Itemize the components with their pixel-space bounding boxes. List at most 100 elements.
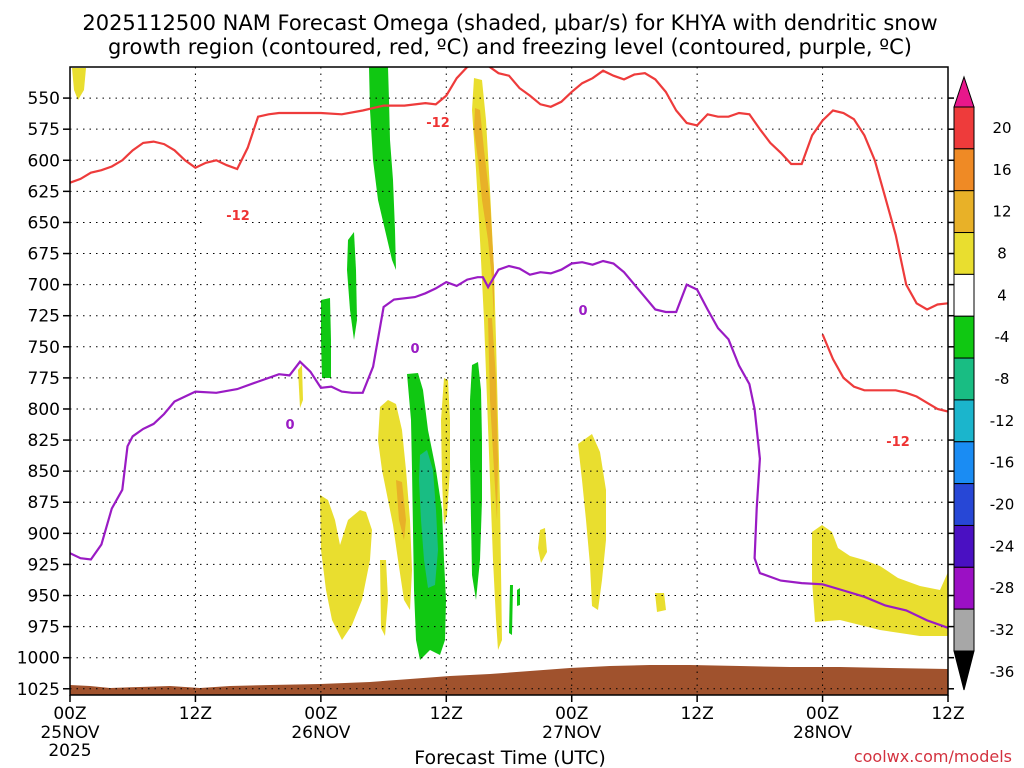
colorbar-swatch <box>953 106 975 150</box>
omega-area-green-b <box>321 298 331 378</box>
omega-area-yellow-right-a <box>578 434 606 610</box>
colorbar-swatch <box>953 315 975 359</box>
y-tick-label: 975 <box>28 618 60 638</box>
x-tick-date-label: 26NOV <box>291 723 350 743</box>
y-tick-label: 650 <box>28 213 60 233</box>
purple-contour-label-2: 0 <box>410 342 419 357</box>
vertical-gridlines <box>194 67 824 695</box>
colorbar-label: 20 <box>992 119 1011 137</box>
x-tick-year-label: 2025 <box>48 741 91 761</box>
omega-area-yellow-center-tall <box>472 78 502 650</box>
y-tick-label: 950 <box>28 587 60 607</box>
red-dendritic-contour-lower <box>821 333 948 413</box>
y-tick-label: 575 <box>28 120 60 140</box>
y-tick-label: 550 <box>28 89 60 109</box>
red-dendritic-contour-upper <box>70 67 948 311</box>
chart-title-line1: 2025112500 NAM Forecast Omega (shaded, μ… <box>82 11 937 35</box>
y-tick-label: 850 <box>28 462 60 482</box>
y-tick-label: 825 <box>28 431 60 451</box>
omega-area-yellow-small-b <box>538 528 547 563</box>
omega-area-teal <box>419 450 438 588</box>
y-tick-label: 775 <box>28 369 60 389</box>
omega-area-orange-center-b <box>488 318 498 520</box>
y-tick-label: 925 <box>28 555 60 575</box>
credit-text: coolwx.com/models <box>854 747 1012 766</box>
purple-contour-label-3: 0 <box>578 304 587 319</box>
x-tick-label: 00Z <box>304 704 337 724</box>
omega-area-green-a <box>347 232 357 340</box>
colorbar: 20 16 12 8 4 -4 -8 -12 -16 -20 -24 -28 -32 -36 <box>953 75 1015 691</box>
colorbar-swatch <box>953 483 975 526</box>
colorbar-swatch <box>953 357 975 401</box>
y-tick-label: 750 <box>28 338 60 358</box>
colorbar-swatch <box>953 190 975 234</box>
colorbar-label: -24 <box>990 537 1015 555</box>
ground-terrain <box>70 665 948 695</box>
red-contour-label-2: -12 <box>426 116 450 131</box>
y-tick-label: 725 <box>28 307 60 327</box>
colorbar-label: -28 <box>990 579 1015 597</box>
omega-area-yellow-left-top <box>72 68 86 100</box>
omega-shading <box>70 67 948 695</box>
omega-area-orange-center <box>474 108 494 320</box>
x-tick-label: 00Z <box>53 704 86 724</box>
purple-freezing-level-contour <box>70 259 948 629</box>
plot-background <box>70 67 948 695</box>
red-contour-label-1: -12 <box>226 209 250 224</box>
colorbar-label: 8 <box>997 244 1007 262</box>
colorbar-swatch <box>953 148 975 192</box>
y-tick-label: 900 <box>28 524 60 544</box>
y-tick-label: 625 <box>28 182 60 202</box>
x-tick-date-label: 28NOV <box>793 723 852 743</box>
x-tick-date-label: 27NOV <box>542 723 601 743</box>
x-tick-label: 12Z <box>179 704 212 724</box>
x-tick-label: 00Z <box>555 704 588 724</box>
colorbar-label: 12 <box>992 203 1011 221</box>
x-tick-label: 12Z <box>681 704 714 724</box>
colorbar-swatch <box>953 608 975 652</box>
colorbar-swatch <box>953 566 975 610</box>
y-tick-label: 700 <box>28 276 60 296</box>
x-tick-date-label: 25NOV <box>40 723 99 743</box>
omega-area-yellow-strip <box>441 378 450 525</box>
y-tick-label: 675 <box>28 245 60 265</box>
purple-contour-label-1: 0 <box>285 418 294 433</box>
x-tick-label: 12Z <box>931 704 964 724</box>
plot-frame <box>69 66 949 696</box>
colorbar-swatch <box>953 441 975 485</box>
colorbar-label: -8 <box>995 370 1010 388</box>
colorbar-label: -4 <box>995 328 1010 346</box>
omega-area-orange-left <box>396 480 406 540</box>
omega-area-green-e <box>517 588 520 606</box>
omega-area-yellow-mid-lower <box>378 400 412 610</box>
colorbar-label: -16 <box>990 454 1015 472</box>
chart-title-line2: growth region (contoured, red, ºC) and f… <box>108 35 912 59</box>
y-axis: 550 575 600 625 650 675 700 725 750 775 800 825 850 8… <box>17 89 954 700</box>
x-axis-label: Forecast Time (UTC) <box>414 747 605 768</box>
colorbar-swatch <box>953 273 975 317</box>
omega-area-yellow-small-a <box>298 365 303 408</box>
y-tick-label: 800 <box>28 400 60 420</box>
x-tick-label: 12Z <box>430 704 463 724</box>
omega-area-yellow-mid-b <box>380 560 388 636</box>
red-contour-label-3: -12 <box>886 435 910 450</box>
colorbar-label: -36 <box>990 663 1015 681</box>
y-tick-label: 600 <box>28 151 60 171</box>
colorbar-label: -12 <box>990 412 1015 430</box>
omega-area-green-upper <box>369 67 396 270</box>
x-tick-label: 00Z <box>806 704 839 724</box>
omega-area-yellow-small-c <box>655 593 666 612</box>
colorbar-label: -20 <box>990 496 1015 514</box>
colorbar-label: 4 <box>997 286 1007 304</box>
colorbar-swatch <box>953 232 975 275</box>
colorbar-under-triangle <box>953 650 975 691</box>
omega-area-green-c <box>470 362 482 600</box>
omega-area-yellow-right-b <box>812 525 948 636</box>
colorbar-over-triangle <box>953 75 975 108</box>
y-tick-label: 875 <box>28 493 60 513</box>
omega-area-yellow-left-lower <box>320 495 372 640</box>
y-tick-label: 1000 <box>17 649 60 669</box>
colorbar-swatch <box>953 399 975 443</box>
